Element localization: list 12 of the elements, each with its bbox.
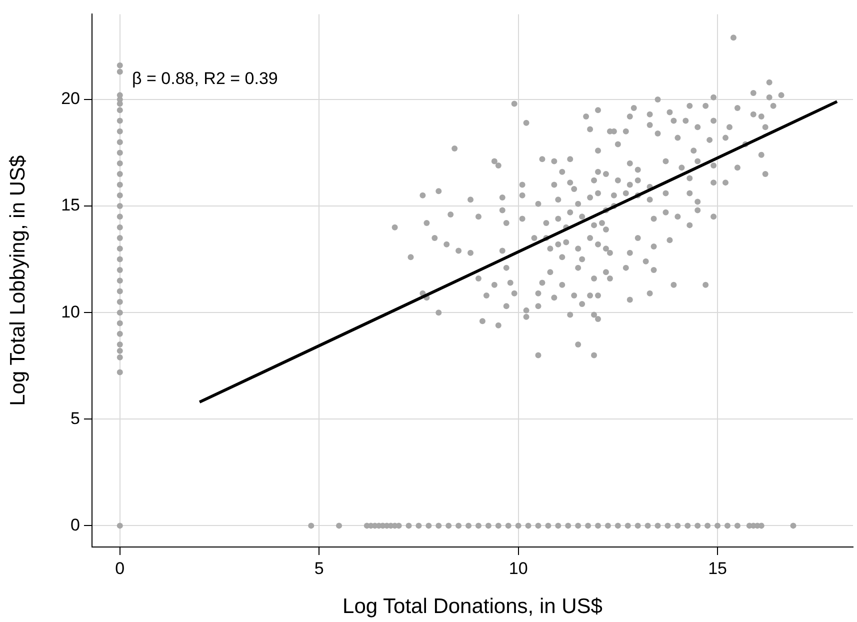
x-tick-label: 5	[314, 558, 324, 578]
y-axis-title: Log Total Lobbying, in US$	[6, 154, 30, 406]
y-tick-label: 20	[61, 89, 80, 108]
x-axis-title: Log Total Donations, in US$	[342, 595, 603, 618]
x-tick-label: 0	[115, 558, 125, 578]
y-tick-label: 10	[61, 302, 80, 322]
x-tick-label: 15	[708, 558, 727, 578]
y-tick-label: 0	[70, 515, 80, 534]
annotation: β = 0.88, R2 = 0.39	[132, 69, 278, 88]
y-tick-label: 15	[61, 196, 80, 215]
y-tick-label: 5	[70, 408, 80, 428]
x-tick-label: 10	[508, 558, 528, 578]
